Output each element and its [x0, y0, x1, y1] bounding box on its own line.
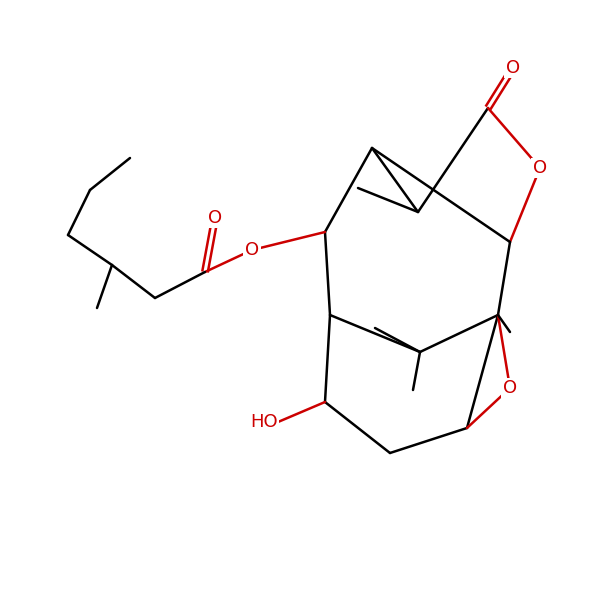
Text: O: O: [245, 241, 259, 259]
Text: O: O: [506, 59, 520, 77]
Text: O: O: [208, 209, 222, 227]
Text: O: O: [533, 159, 547, 177]
Text: HO: HO: [250, 413, 278, 431]
Text: O: O: [503, 379, 517, 397]
